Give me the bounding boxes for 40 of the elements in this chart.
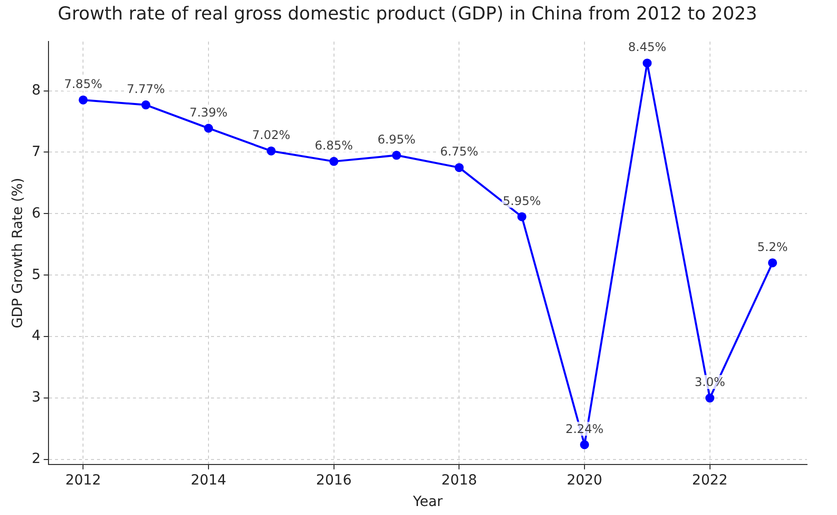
data-label: 8.45%: [628, 40, 666, 54]
point: [580, 440, 590, 450]
y-tick-label: 4: [32, 328, 41, 344]
point: [454, 163, 464, 172]
data-label: 7.39%: [189, 105, 228, 120]
data-label: 6.75%: [440, 144, 478, 159]
x-axis-title: Year: [412, 494, 443, 510]
x-tick-label: 2014: [190, 472, 226, 488]
y-tick-label: 7: [32, 144, 41, 160]
data-label: 7.77%: [126, 82, 165, 96]
y-tick-label: 2: [32, 451, 41, 468]
data-label: 2.24%: [565, 422, 604, 436]
y-axis-title: GDP Growth Rate (%): [10, 178, 26, 328]
point: [78, 95, 88, 104]
point: [266, 146, 276, 156]
x-tick-label: 2018: [441, 472, 478, 488]
y-tick-label: 3: [32, 390, 41, 406]
point: [705, 394, 714, 403]
data-label: 7.02%: [252, 128, 290, 142]
y-tick-label: 5: [32, 266, 41, 283]
point: [329, 156, 338, 166]
data-label: 6.85%: [314, 138, 353, 153]
y-tick-label: 6: [32, 205, 41, 222]
data-label: 5.95%: [502, 194, 541, 208]
data-label: 3.0%: [694, 375, 726, 390]
x-tick-label: 2020: [566, 472, 602, 488]
x-tick-label: 2022: [692, 472, 728, 488]
chart-title: Growth rate of real gross domestic product (GDP) in China from 2012 to 2023: [58, 3, 758, 24]
point: [768, 258, 778, 268]
data-label: 6.95%: [377, 132, 416, 146]
y-tick-label: 8: [32, 82, 41, 98]
x-tick-label: 2012: [65, 472, 101, 488]
point: [392, 150, 402, 160]
point: [642, 58, 652, 68]
data-label: 7.85%: [64, 77, 102, 92]
data-label: 5.2%: [757, 240, 788, 254]
x-tick-label: 2016: [316, 472, 352, 488]
point: [141, 100, 150, 110]
point: [204, 124, 214, 133]
point: [517, 212, 526, 222]
